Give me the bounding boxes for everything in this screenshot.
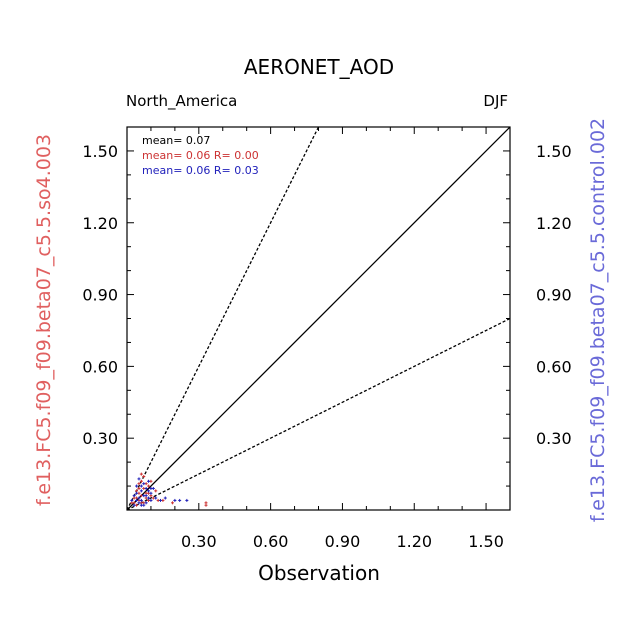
- season-label: DJF: [483, 92, 508, 110]
- x-tick-label: 1.50: [468, 532, 504, 551]
- data-point-series-2: [137, 496, 141, 500]
- data-point-series-2: [139, 484, 143, 488]
- data-point-series-2: [178, 498, 182, 502]
- data-point-series-2: [139, 498, 143, 502]
- y-axis-label-left: f.e13.FC5.f09_f09.beta07_c5.5.so4.003: [33, 134, 55, 506]
- y-tick-label-left: 1.50: [82, 142, 118, 161]
- y-tick-label-left: 0.90: [82, 286, 118, 305]
- y-tick-label-right: 1.50: [536, 142, 572, 161]
- region-label: North_America: [126, 92, 237, 111]
- data-point-series-1: [139, 479, 143, 483]
- data-point-series-2: [130, 498, 134, 502]
- y-tick-label-right: 1.20: [536, 214, 572, 233]
- legend-model2-stats: mean= 0.06 R= 0.03: [142, 164, 259, 177]
- data-point-series-2: [135, 491, 139, 495]
- x-tick-label: 1.20: [396, 532, 432, 551]
- x-tick-label: 0.90: [325, 532, 361, 551]
- reference-lines: [126, 126, 511, 511]
- legend-obs-mean: mean= 0.07: [142, 134, 210, 147]
- data-point-series-2: [147, 489, 151, 493]
- data-point-series-1: [170, 501, 174, 505]
- x-tick-label: 0.30: [181, 532, 217, 551]
- data-point-series-2: [149, 486, 153, 490]
- data-point-series-2: [185, 498, 189, 502]
- data-point-series-2: [135, 498, 139, 502]
- data-point-series-2: [147, 496, 151, 500]
- axis-ticks: [127, 127, 510, 510]
- y-tick-label-right: 0.90: [536, 286, 572, 305]
- data-point-series-2: [132, 494, 136, 498]
- ref-line-factor-2-upper: [126, 126, 320, 511]
- data-point-series-2: [173, 498, 177, 502]
- ref-line-factor-2-lower: [126, 317, 511, 511]
- data-point-series-2: [147, 479, 151, 483]
- data-point-series-2: [132, 503, 136, 507]
- scatter-points: [130, 472, 208, 507]
- y-tick-label-left: 1.20: [82, 214, 118, 233]
- data-point-series-1: [204, 503, 208, 507]
- data-point-series-2: [137, 501, 141, 505]
- data-point-series-2: [149, 498, 153, 502]
- legend-model1-stats: mean= 0.06 R= 0.00: [142, 149, 259, 162]
- data-point-series-2: [154, 496, 158, 500]
- data-point-series-2: [144, 494, 148, 498]
- data-point-series-1: [137, 482, 141, 486]
- data-point-series-1: [147, 484, 151, 488]
- y-tick-label-left: 0.60: [82, 357, 118, 376]
- data-point-series-2: [149, 491, 153, 495]
- y-tick-label-left: 0.30: [82, 429, 118, 448]
- y-axis-label-right: f.e13.FC5.f09_f09.beta07_c5.5.control.00…: [587, 118, 609, 522]
- data-point-series-2: [144, 486, 148, 490]
- x-axis-label: Observation: [258, 561, 380, 585]
- data-point-series-2: [135, 484, 139, 488]
- data-point-series-2: [139, 503, 143, 507]
- tick-labels: 0.30 0.60 0.90 1.20 1.50 0.30 0.30 0.60 0.60 0.90…: [82, 142, 571, 551]
- data-point-series-2: [137, 477, 141, 481]
- x-tick-label: 0.60: [253, 532, 289, 551]
- data-point-series-1: [139, 472, 143, 476]
- y-tick-label-right: 0.60: [536, 357, 572, 376]
- data-point-series-1: [137, 486, 141, 490]
- data-point-series-2: [144, 501, 148, 505]
- ref-line-one-to-one: [126, 126, 511, 511]
- chart-title: AERONET_AOD: [244, 55, 394, 79]
- data-point-series-1: [142, 474, 146, 478]
- data-point-series-2: [159, 498, 163, 502]
- data-point-series-2: [139, 489, 143, 493]
- data-point-series-2: [163, 496, 167, 500]
- y-tick-label-right: 0.30: [536, 429, 572, 448]
- data-point-series-1: [154, 489, 158, 493]
- data-point-series-2: [142, 482, 146, 486]
